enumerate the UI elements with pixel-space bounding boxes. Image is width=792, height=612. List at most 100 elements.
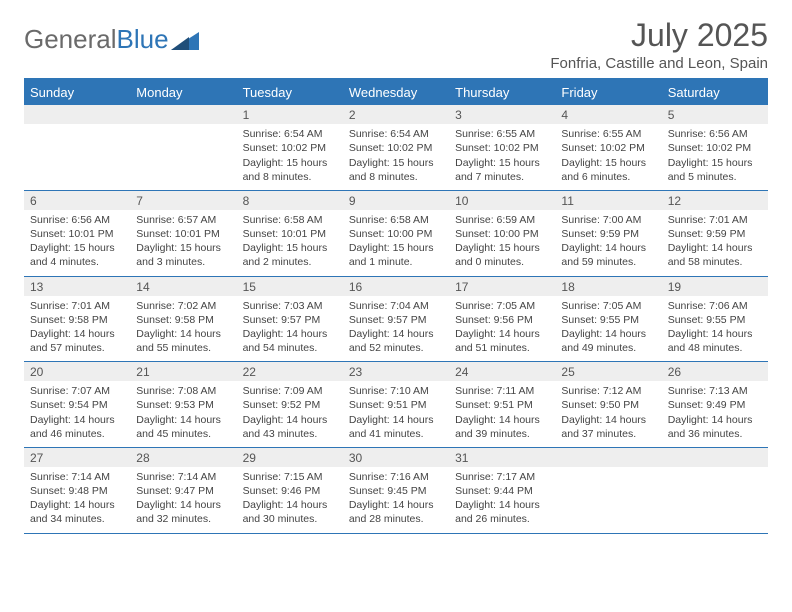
day-body: Sunrise: 6:58 AMSunset: 10:00 PMDaylight… <box>343 210 449 276</box>
day-number <box>130 105 236 124</box>
daylight-line1: Daylight: 14 hours <box>30 413 124 427</box>
sunset-text: Sunset: 9:56 PM <box>455 313 549 327</box>
weeks-container: 12345Sunrise: 6:54 AMSunset: 10:02 PMDay… <box>24 105 768 533</box>
sunset-text: Sunset: 9:44 PM <box>455 484 549 498</box>
day-body: Sunrise: 7:06 AMSunset: 9:55 PMDaylight:… <box>662 296 768 362</box>
week-row: 2728293031Sunrise: 7:14 AMSunset: 9:48 P… <box>24 448 768 534</box>
day-number: 6 <box>24 191 130 210</box>
day-body: Sunrise: 7:17 AMSunset: 9:44 PMDaylight:… <box>449 467 555 533</box>
day-body: Sunrise: 7:10 AMSunset: 9:51 PMDaylight:… <box>343 381 449 447</box>
day-body: Sunrise: 7:03 AMSunset: 9:57 PMDaylight:… <box>237 296 343 362</box>
sunset-text: Sunset: 9:57 PM <box>349 313 443 327</box>
day-number: 18 <box>555 277 661 296</box>
sunrise-text: Sunrise: 7:04 AM <box>349 299 443 313</box>
daylight-line2: and 28 minutes. <box>349 512 443 526</box>
sunset-text: Sunset: 9:50 PM <box>561 398 655 412</box>
day-number: 27 <box>24 448 130 467</box>
day-number: 21 <box>130 362 236 381</box>
logo-triangle-icon <box>171 30 199 50</box>
day-number <box>555 448 661 467</box>
sunrise-text: Sunrise: 6:55 AM <box>561 127 655 141</box>
daylight-line2: and 54 minutes. <box>243 341 337 355</box>
sunrise-text: Sunrise: 7:09 AM <box>243 384 337 398</box>
day-number: 2 <box>343 105 449 124</box>
daylight-line1: Daylight: 14 hours <box>668 241 762 255</box>
sunset-text: Sunset: 9:51 PM <box>349 398 443 412</box>
day-number: 30 <box>343 448 449 467</box>
sunrise-text: Sunrise: 7:00 AM <box>561 213 655 227</box>
sunset-text: Sunset: 9:45 PM <box>349 484 443 498</box>
day-body: Sunrise: 7:00 AMSunset: 9:59 PMDaylight:… <box>555 210 661 276</box>
day-number: 31 <box>449 448 555 467</box>
header: GeneralBlue July 2025 Fonfria, Castille … <box>24 18 768 72</box>
sunrise-text: Sunrise: 7:14 AM <box>30 470 124 484</box>
day-number: 4 <box>555 105 661 124</box>
sunrise-text: Sunrise: 7:05 AM <box>455 299 549 313</box>
dow-friday: Friday <box>555 80 661 105</box>
daylight-line2: and 32 minutes. <box>136 512 230 526</box>
day-body: Sunrise: 7:08 AMSunset: 9:53 PMDaylight:… <box>130 381 236 447</box>
sunset-text: Sunset: 9:48 PM <box>30 484 124 498</box>
day-of-week-header: Sunday Monday Tuesday Wednesday Thursday… <box>24 80 768 105</box>
day-number: 5 <box>662 105 768 124</box>
dow-monday: Monday <box>130 80 236 105</box>
daylight-line2: and 6 minutes. <box>561 170 655 184</box>
day-number: 29 <box>237 448 343 467</box>
sunset-text: Sunset: 10:00 PM <box>455 227 549 241</box>
daylight-line1: Daylight: 15 hours <box>455 156 549 170</box>
week-row: 12345Sunrise: 6:54 AMSunset: 10:02 PMDay… <box>24 105 768 191</box>
title-block: July 2025 Fonfria, Castille and Leon, Sp… <box>550 18 768 72</box>
daylight-line2: and 59 minutes. <box>561 255 655 269</box>
sunset-text: Sunset: 9:53 PM <box>136 398 230 412</box>
daylight-line1: Daylight: 14 hours <box>455 327 549 341</box>
daylight-line1: Daylight: 14 hours <box>349 413 443 427</box>
day-body: Sunrise: 6:54 AMSunset: 10:02 PMDaylight… <box>237 124 343 190</box>
day-number: 10 <box>449 191 555 210</box>
sunrise-text: Sunrise: 6:56 AM <box>668 127 762 141</box>
daylight-line2: and 34 minutes. <box>30 512 124 526</box>
week-row: 13141516171819Sunrise: 7:01 AMSunset: 9:… <box>24 277 768 363</box>
sunrise-text: Sunrise: 7:16 AM <box>349 470 443 484</box>
daylight-line1: Daylight: 14 hours <box>136 327 230 341</box>
day-number: 11 <box>555 191 661 210</box>
day-number: 25 <box>555 362 661 381</box>
day-body: Sunrise: 7:02 AMSunset: 9:58 PMDaylight:… <box>130 296 236 362</box>
sunset-text: Sunset: 9:54 PM <box>30 398 124 412</box>
day-number: 1 <box>237 105 343 124</box>
brand-logo: GeneralBlue <box>24 18 199 55</box>
day-number: 19 <box>662 277 768 296</box>
sunrise-text: Sunrise: 6:57 AM <box>136 213 230 227</box>
daylight-line2: and 4 minutes. <box>30 255 124 269</box>
daylight-line1: Daylight: 14 hours <box>30 498 124 512</box>
day-number: 22 <box>237 362 343 381</box>
sunset-text: Sunset: 10:01 PM <box>243 227 337 241</box>
day-body: Sunrise: 6:56 AMSunset: 10:02 PMDaylight… <box>662 124 768 190</box>
daylight-line1: Daylight: 15 hours <box>30 241 124 255</box>
sunrise-text: Sunrise: 7:05 AM <box>561 299 655 313</box>
daylight-line2: and 55 minutes. <box>136 341 230 355</box>
daylight-line1: Daylight: 14 hours <box>349 327 443 341</box>
day-body <box>24 124 130 190</box>
sunset-text: Sunset: 10:01 PM <box>136 227 230 241</box>
daylight-line2: and 46 minutes. <box>30 427 124 441</box>
sunset-text: Sunset: 10:01 PM <box>30 227 124 241</box>
sunrise-text: Sunrise: 7:08 AM <box>136 384 230 398</box>
day-body <box>555 467 661 533</box>
sunrise-text: Sunrise: 7:12 AM <box>561 384 655 398</box>
day-body: Sunrise: 6:56 AMSunset: 10:01 PMDaylight… <box>24 210 130 276</box>
sunset-text: Sunset: 9:55 PM <box>561 313 655 327</box>
sunrise-text: Sunrise: 7:14 AM <box>136 470 230 484</box>
day-number: 15 <box>237 277 343 296</box>
daylight-line2: and 30 minutes. <box>243 512 337 526</box>
calendar-page: GeneralBlue July 2025 Fonfria, Castille … <box>0 0 792 534</box>
dow-wednesday: Wednesday <box>343 80 449 105</box>
sunset-text: Sunset: 9:51 PM <box>455 398 549 412</box>
day-body: Sunrise: 7:14 AMSunset: 9:48 PMDaylight:… <box>24 467 130 533</box>
sunrise-text: Sunrise: 6:58 AM <box>243 213 337 227</box>
daylight-line2: and 52 minutes. <box>349 341 443 355</box>
day-number <box>662 448 768 467</box>
sunset-text: Sunset: 9:58 PM <box>136 313 230 327</box>
sunset-text: Sunset: 10:02 PM <box>668 141 762 155</box>
day-body: Sunrise: 7:07 AMSunset: 9:54 PMDaylight:… <box>24 381 130 447</box>
day-number: 8 <box>237 191 343 210</box>
